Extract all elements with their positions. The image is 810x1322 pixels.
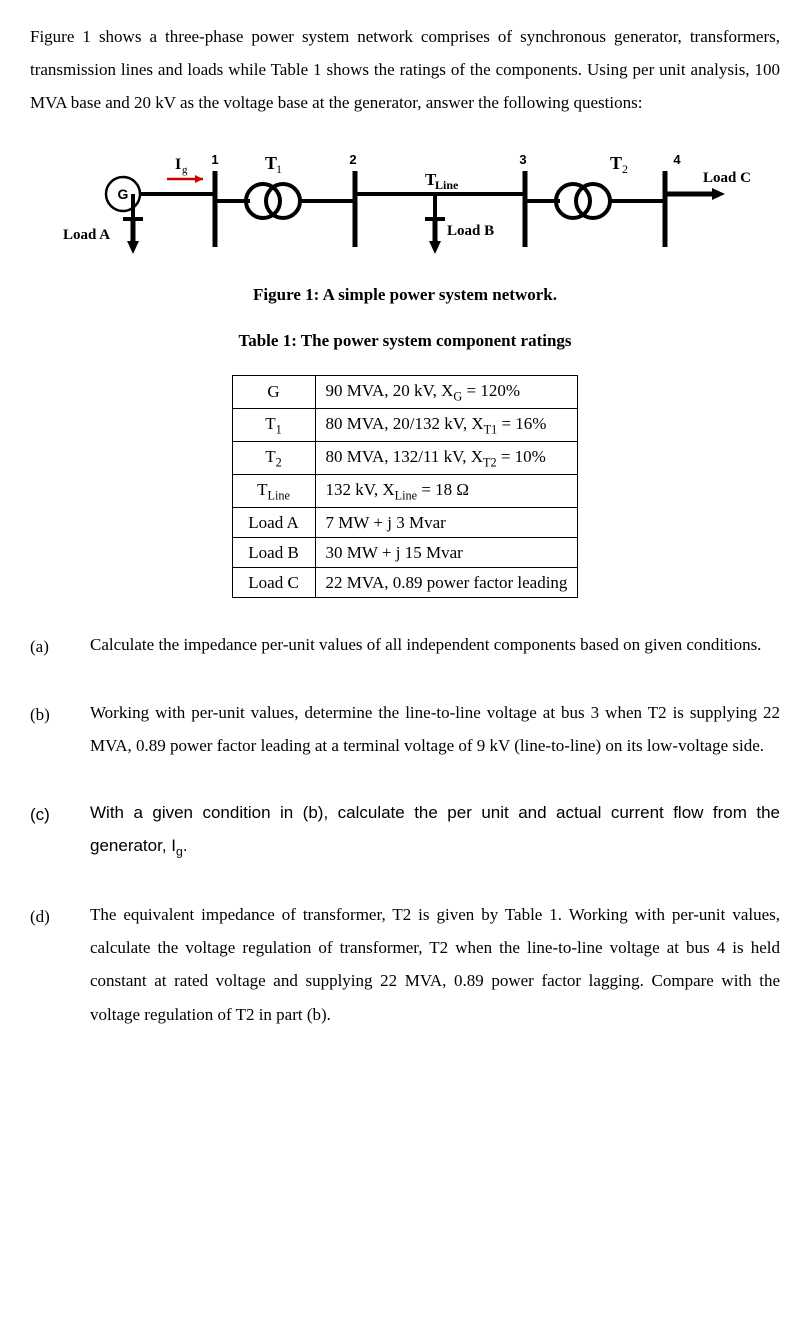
question-row: (a)Calculate the impedance per-unit valu… <box>30 628 780 695</box>
table-val: 80 MVA, 132/11 kV, XT2 = 10% <box>315 441 578 474</box>
question-label: (b) <box>30 696 90 796</box>
question-list: (a)Calculate the impedance per-unit valu… <box>30 628 780 1064</box>
question-row: (d)The equivalent impedance of transform… <box>30 898 780 1065</box>
question-row: (c)With a given condition in (b), calcul… <box>30 796 780 898</box>
table-val: 90 MVA, 20 kV, XG = 120% <box>315 376 578 409</box>
table-val: 30 MW + j 15 Mvar <box>315 538 578 568</box>
svg-text:T: T <box>610 153 622 173</box>
ratings-table: G90 MVA, 20 kV, XG = 120%T180 MVA, 20/13… <box>232 375 579 598</box>
page: Figure 1 shows a three-phase power syste… <box>0 0 810 1095</box>
table-row: T180 MVA, 20/132 kV, XT1 = 16% <box>232 408 578 441</box>
table-val: 7 MW + j 3 Mvar <box>315 507 578 537</box>
intro-paragraph: Figure 1 shows a three-phase power syste… <box>30 20 780 119</box>
svg-text:1: 1 <box>211 152 218 167</box>
table-key: T2 <box>232 441 315 474</box>
question-row: (b)Working with per-unit values, determi… <box>30 696 780 796</box>
table-row: Load A7 MW + j 3 Mvar <box>232 507 578 537</box>
figure-1-caption: Figure 1: A simple power system network. <box>30 283 780 307</box>
svg-text:g: g <box>182 164 188 176</box>
question-label: (c) <box>30 796 90 898</box>
table-val: 22 MVA, 0.89 power factor leading <box>315 568 578 598</box>
svg-text:Load A: Load A <box>63 227 110 243</box>
table-key: Load A <box>232 507 315 537</box>
svg-text:2: 2 <box>349 152 356 167</box>
table-val: 132 kV, XLine = 18 Ω <box>315 474 578 507</box>
svg-text:4: 4 <box>673 152 681 167</box>
table-key: Load C <box>232 568 315 598</box>
svg-text:2: 2 <box>622 162 628 176</box>
question-label: (a) <box>30 628 90 695</box>
svg-text:Load C: Load C <box>703 170 751 186</box>
question-text: Working with per-unit values, determine … <box>90 696 780 796</box>
table-key: Load B <box>232 538 315 568</box>
question-text: Calculate the impedance per-unit values … <box>90 628 780 695</box>
svg-text:Load B: Load B <box>447 223 494 239</box>
table-key: T1 <box>232 408 315 441</box>
question-text: The equivalent impedance of transformer,… <box>90 898 780 1065</box>
table-row: T280 MVA, 132/11 kV, XT2 = 10% <box>232 441 578 474</box>
table-row: G90 MVA, 20 kV, XG = 120% <box>232 376 578 409</box>
table-key: TLine <box>232 474 315 507</box>
table-row: Load C22 MVA, 0.89 power factor leading <box>232 568 578 598</box>
table-row: TLine132 kV, XLine = 18 Ω <box>232 474 578 507</box>
table-row: Load B30 MW + j 15 Mvar <box>232 538 578 568</box>
figure-1-svg: G I g 1 T 1 2 T Line <box>55 139 755 269</box>
table-key: G <box>232 376 315 409</box>
question-label: (d) <box>30 898 90 1065</box>
table-val: 80 MVA, 20/132 kV, XT1 = 16% <box>315 408 578 441</box>
svg-text:Line: Line <box>435 178 459 192</box>
svg-text:G: G <box>118 186 129 202</box>
svg-text:1: 1 <box>276 162 282 176</box>
table-1-caption: Table 1: The power system component rati… <box>30 329 780 353</box>
svg-text:I: I <box>175 156 181 173</box>
figure-1: G I g 1 T 1 2 T Line <box>30 139 780 307</box>
svg-text:3: 3 <box>519 152 526 167</box>
question-text: With a given condition in (b), calculate… <box>90 796 780 898</box>
